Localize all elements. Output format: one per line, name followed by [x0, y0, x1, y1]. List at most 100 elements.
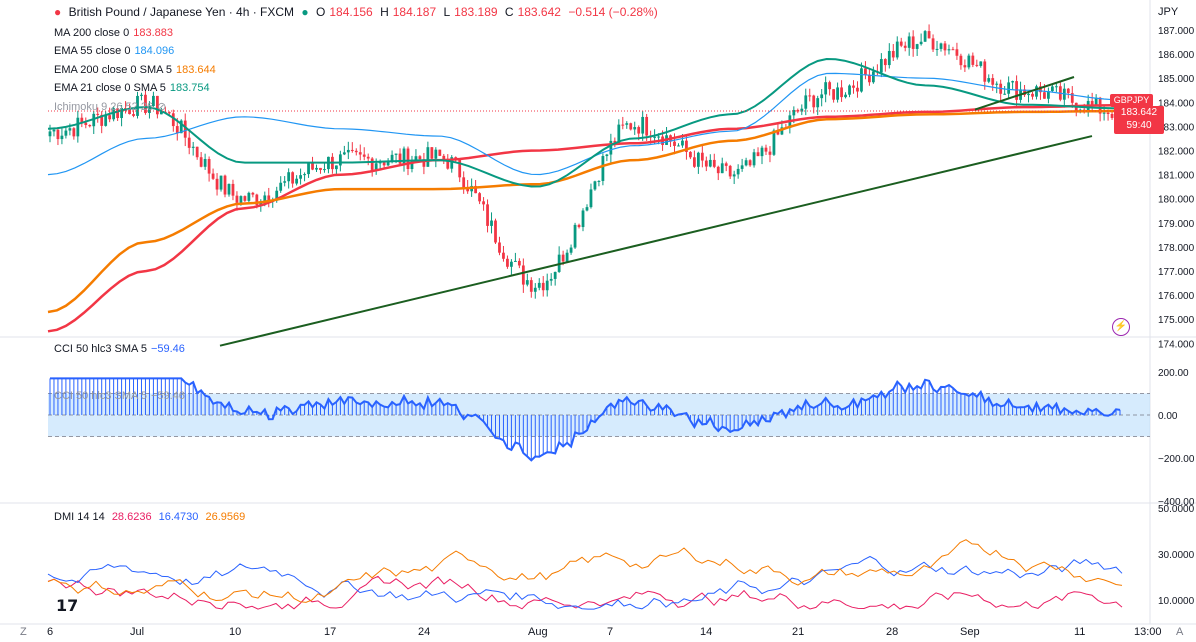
- candle-body: [243, 196, 247, 201]
- candle-body: [529, 280, 533, 292]
- candle-body: [613, 140, 617, 144]
- candle-body: [800, 108, 804, 112]
- indicator-legend-ema55[interactable]: EMA 55 close 0 184.096: [54, 44, 178, 58]
- indicator-line[interactable]: [47, 72, 1123, 176]
- candle-body: [525, 280, 529, 285]
- candle-body: [852, 85, 855, 88]
- dmi-legend[interactable]: DMI 14 14 28.6236 16.4730 26.9569: [54, 510, 249, 524]
- indicator-line[interactable]: [47, 109, 1122, 314]
- time-label: 10: [229, 626, 242, 638]
- candle-body: [804, 95, 808, 109]
- candle-body: [832, 89, 836, 100]
- candle-body: [545, 280, 549, 291]
- candle-body: [549, 278, 553, 281]
- cci-ghost-value: −59.46: [150, 390, 185, 402]
- candle-body: [903, 45, 907, 48]
- candle-body: [593, 181, 597, 190]
- tradingview-logo-icon[interactable]: 17: [56, 596, 79, 615]
- candle-body: [319, 167, 322, 171]
- low-label: L: [443, 5, 451, 19]
- price-axis-label: 181.000: [1158, 171, 1195, 182]
- dmi-line[interactable]: [47, 575, 1123, 610]
- candle-body: [565, 252, 569, 262]
- close-value: 183.642: [517, 5, 561, 19]
- auto-scale-icon[interactable]: A: [1176, 626, 1184, 638]
- candle-body: [871, 71, 875, 83]
- candle-body: [494, 220, 497, 243]
- candle-body: [394, 153, 398, 155]
- candle-body: [502, 252, 505, 259]
- bar-countdown: 59:40: [1126, 120, 1152, 131]
- candle-body: [255, 194, 259, 205]
- indicator-legend-ema21[interactable]: EMA 21 close 0 SMA 5 183.754: [54, 81, 214, 95]
- candle-body: [215, 178, 219, 190]
- candle-body: [692, 157, 696, 167]
- symbol-flag-icon: ●: [54, 5, 62, 19]
- cci-ghost-label: CCI 50 hlc3 SMA 5: [54, 390, 147, 402]
- candle-body: [136, 95, 139, 116]
- indicator-label: EMA 200 close 0 SMA 5: [54, 64, 173, 76]
- candle-body: [637, 127, 641, 134]
- candle-body: [231, 183, 235, 196]
- candle-body: [780, 127, 784, 135]
- candle-body: [390, 154, 394, 162]
- candle-body: [291, 172, 295, 184]
- symbol-title[interactable]: British Pound / Japanese Yen · 4h · FXCM: [68, 5, 295, 19]
- candle-body: [334, 165, 338, 170]
- candle-body: [752, 152, 756, 166]
- candle-body: [967, 55, 971, 68]
- eye-hidden-icon[interactable]: ⊘: [157, 101, 167, 113]
- candle-body: [911, 36, 915, 49]
- candle-body: [633, 127, 637, 130]
- candle-body: [358, 152, 362, 155]
- candle-body: [510, 261, 513, 267]
- dmi-value-2: 16.4730: [158, 511, 199, 523]
- candle-body: [462, 177, 466, 189]
- lightning-icon[interactable]: ⚡: [1112, 318, 1130, 336]
- indicator-line[interactable]: [47, 57, 1123, 188]
- price-axis-label: 179.000: [1158, 219, 1195, 230]
- candle-body: [836, 87, 839, 100]
- candle-body: [856, 87, 859, 92]
- symbol-header[interactable]: ● British Pound / Japanese Yen · 4h · FX…: [54, 5, 662, 19]
- candle-body: [104, 115, 108, 126]
- candle-body: [263, 195, 267, 202]
- candle-body: [378, 162, 382, 164]
- cci-value: −59.46: [150, 343, 185, 355]
- price-axis-label: 174.000: [1158, 339, 1195, 350]
- cci-legend[interactable]: CCI 50 hlc3 SMA 5 −59.46: [54, 342, 189, 356]
- time-label: 17: [324, 626, 337, 638]
- candle-body: [891, 50, 895, 58]
- indicator-legend-ma200[interactable]: MA 200 close 0 183.883: [54, 26, 177, 40]
- candle-body: [541, 282, 545, 291]
- time-label: 6: [47, 626, 54, 638]
- indicator-line[interactable]: [47, 103, 1122, 333]
- candle-body: [171, 113, 175, 127]
- candle-body: [744, 160, 748, 166]
- zoom-icon[interactable]: Z: [20, 626, 27, 638]
- indicator-label: MA 200 close 0: [54, 27, 130, 39]
- dmi-line[interactable]: [47, 555, 1123, 610]
- price-axis-label: 182.000: [1158, 147, 1195, 158]
- candle-body: [1070, 93, 1074, 103]
- cci-line[interactable]: [50, 377, 1121, 462]
- trendline-drawing[interactable]: [219, 135, 1093, 347]
- candle-body: [350, 149, 354, 151]
- candle-body: [573, 224, 577, 248]
- candle-body: [860, 68, 863, 92]
- trendline-drawing[interactable]: [974, 76, 1075, 111]
- candle-body: [521, 265, 525, 285]
- indicator-legend-ichimoku[interactable]: Ichimoku 9 26 52 26 ⊘: [54, 100, 170, 114]
- time-axis[interactable]: Z 6 Jul 10 17 24 Aug 7 14 21 28 Sep 11 1…: [0, 624, 1196, 642]
- indicator-legend-ema200[interactable]: EMA 200 close 0 SMA 5 183.644: [54, 63, 220, 77]
- open-value: 184.156: [329, 5, 373, 19]
- dmi-line[interactable]: [47, 539, 1123, 603]
- candle-body: [175, 126, 179, 134]
- candle-body: [609, 140, 613, 155]
- currency-label[interactable]: JPY: [1158, 6, 1179, 18]
- candle-body: [307, 163, 310, 175]
- candle-body: [641, 116, 645, 134]
- candle-body: [108, 115, 112, 120]
- cci-axis-label: −200.00: [1158, 454, 1195, 465]
